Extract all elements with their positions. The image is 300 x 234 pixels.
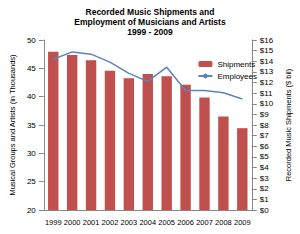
svg-text:2009: 2009	[234, 218, 251, 227]
svg-text:$1: $1	[260, 195, 269, 204]
svg-text:$12: $12	[260, 78, 274, 87]
svg-text:$3: $3	[260, 174, 269, 183]
svg-text:$5: $5	[260, 152, 269, 161]
svg-text:Recorded Music Shipments and: Recorded Music Shipments and	[86, 7, 215, 17]
svg-text:25: 25	[27, 177, 36, 186]
svg-text:35: 35	[27, 121, 36, 130]
svg-text:45: 45	[27, 64, 36, 73]
svg-text:2003: 2003	[121, 218, 138, 227]
svg-text:Recorded Music Shipments ($ bi: Recorded Music Shipments ($ bil)	[284, 68, 293, 181]
svg-text:2002: 2002	[102, 218, 119, 227]
svg-text:$0: $0	[260, 206, 269, 215]
svg-text:40: 40	[27, 92, 36, 101]
svg-text:1999: 1999	[45, 218, 62, 227]
svg-text:Shipments: Shipments	[217, 60, 255, 69]
svg-text:$11: $11	[260, 89, 273, 98]
svg-text:2007: 2007	[196, 218, 213, 227]
svg-text:2000: 2000	[64, 218, 81, 227]
svg-text:$4: $4	[260, 163, 269, 172]
svg-text:Employees: Employees	[217, 72, 257, 81]
svg-text:$15: $15	[260, 46, 274, 55]
svg-text:$10: $10	[260, 99, 274, 108]
svg-text:$9: $9	[260, 110, 269, 119]
svg-text:2008: 2008	[215, 218, 232, 227]
svg-text:$7: $7	[260, 131, 269, 140]
svg-text:$2: $2	[260, 184, 269, 193]
svg-text:30: 30	[27, 149, 36, 158]
svg-text:50: 50	[27, 36, 36, 45]
svg-text:$16: $16	[260, 36, 274, 45]
svg-text:$14: $14	[260, 57, 274, 66]
svg-text:2004: 2004	[139, 218, 156, 227]
svg-text:$13: $13	[260, 67, 274, 76]
svg-text:2001: 2001	[83, 218, 100, 227]
svg-text:$6: $6	[260, 142, 269, 151]
svg-text:20: 20	[27, 206, 36, 215]
svg-text:$8: $8	[260, 121, 269, 130]
svg-text:Employment of Musicians and Ar: Employment of Musicians and Artists	[74, 17, 226, 27]
svg-text:Musical Groups and Artists (in: Musical Groups and Artists (in Thousands…	[8, 54, 17, 196]
svg-text:1999 - 2009: 1999 - 2009	[127, 27, 173, 37]
svg-text:2006: 2006	[177, 218, 194, 227]
svg-text:2005: 2005	[158, 218, 175, 227]
